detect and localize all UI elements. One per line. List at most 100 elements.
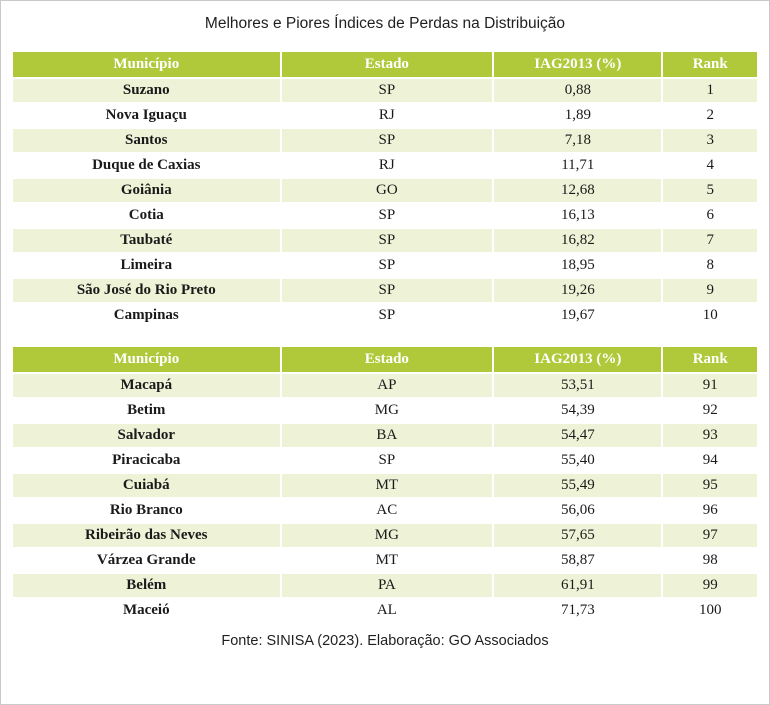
table-row: Cotia SP 16,13 6 — [11, 202, 759, 229]
table-row: Santos SP 7,18 3 — [11, 127, 759, 154]
municipio-cell: Betim — [11, 397, 282, 424]
iag-cell: 58,87 — [492, 547, 664, 574]
municipio-cell: Várzea Grande — [11, 547, 282, 574]
iag-cell: 53,51 — [492, 372, 664, 399]
iag-cell: 61,91 — [492, 572, 664, 599]
best-indices-table: Município Estado IAG2013 (%) Rank Suzano… — [11, 50, 759, 329]
estado-cell: SP — [279, 77, 495, 104]
table-row: Maceió AL 71,73 100 — [11, 597, 759, 624]
iag-cell: 71,73 — [492, 597, 664, 624]
estado-cell: AP — [279, 372, 495, 399]
table-row: São José do Rio Preto SP 19,26 9 — [11, 277, 759, 304]
table-row: Salvador BA 54,47 93 — [11, 422, 759, 449]
municipio-cell: São José do Rio Preto — [11, 277, 282, 304]
municipio-cell: Duque de Caxias — [11, 152, 282, 179]
column-header-iag2013: IAG2013 (%) — [492, 50, 664, 79]
estado-cell: MG — [279, 397, 495, 424]
estado-cell: SP — [279, 127, 495, 154]
iag-cell: 0,88 — [492, 77, 664, 104]
rank-cell: 6 — [661, 202, 759, 229]
table-gap — [11, 329, 759, 345]
rank-cell: 92 — [661, 397, 759, 424]
iag-cell: 55,49 — [492, 472, 664, 499]
rank-cell: 5 — [661, 177, 759, 204]
rank-cell: 95 — [661, 472, 759, 499]
estado-cell: SP — [279, 202, 495, 229]
estado-cell: AL — [279, 597, 495, 624]
estado-cell: SP — [279, 252, 495, 279]
municipio-cell: Macapá — [11, 372, 282, 399]
column-header-municipio: Município — [11, 345, 282, 374]
municipio-cell: Ribeirão das Neves — [11, 522, 282, 549]
iag-cell: 57,65 — [492, 522, 664, 549]
iag-cell: 11,71 — [492, 152, 664, 179]
municipio-cell: Maceió — [11, 597, 282, 624]
municipio-cell: Cuiabá — [11, 472, 282, 499]
column-header-rank: Rank — [661, 345, 759, 374]
estado-cell: AC — [279, 497, 495, 524]
table-row: Betim MG 54,39 92 — [11, 397, 759, 424]
table-row: Suzano SP 0,88 1 — [11, 77, 759, 104]
iag-cell: 16,13 — [492, 202, 664, 229]
iag-cell: 19,67 — [492, 302, 664, 329]
rank-cell: 3 — [661, 127, 759, 154]
column-header-iag2013: IAG2013 (%) — [492, 345, 664, 374]
table-row: Goiânia GO 12,68 5 — [11, 177, 759, 204]
table-row: Cuiabá MT 55,49 95 — [11, 472, 759, 499]
rank-cell: 97 — [661, 522, 759, 549]
rank-cell: 7 — [661, 227, 759, 254]
rank-cell: 100 — [661, 597, 759, 624]
iag-cell: 12,68 — [492, 177, 664, 204]
rank-cell: 9 — [661, 277, 759, 304]
column-header-rank: Rank — [661, 50, 759, 79]
table-row: Piracicaba SP 55,40 94 — [11, 447, 759, 474]
municipio-cell: Belém — [11, 572, 282, 599]
rank-cell: 96 — [661, 497, 759, 524]
municipio-cell: Limeira — [11, 252, 282, 279]
estado-cell: RJ — [279, 152, 495, 179]
rank-cell: 93 — [661, 422, 759, 449]
table-row: Nova Iguaçu RJ 1,89 2 — [11, 102, 759, 129]
table-row: Macapá AP 53,51 91 — [11, 372, 759, 399]
estado-cell: PA — [279, 572, 495, 599]
municipio-cell: Piracicaba — [11, 447, 282, 474]
rank-cell: 8 — [661, 252, 759, 279]
rank-cell: 94 — [661, 447, 759, 474]
table-row: Várzea Grande MT 58,87 98 — [11, 547, 759, 574]
source-note: Fonte: SINISA (2023). Elaboração: GO Ass… — [221, 633, 549, 649]
municipio-cell: Campinas — [11, 302, 282, 329]
rank-cell: 4 — [661, 152, 759, 179]
table-row: Belém PA 61,91 99 — [11, 572, 759, 599]
rank-cell: 1 — [661, 77, 759, 104]
table-row: Ribeirão das Neves MG 57,65 97 — [11, 522, 759, 549]
table-row: Limeira SP 18,95 8 — [11, 252, 759, 279]
municipio-cell: Salvador — [11, 422, 282, 449]
header-row: Município Estado IAG2013 (%) Rank — [11, 50, 759, 79]
iag-cell: 56,06 — [492, 497, 664, 524]
iag-cell: 55,40 — [492, 447, 664, 474]
page-title: Melhores e Piores Índices de Perdas na D… — [204, 15, 566, 32]
estado-cell: RJ — [279, 102, 495, 129]
estado-cell: MG — [279, 522, 495, 549]
estado-cell: MT — [279, 547, 495, 574]
rank-cell: 10 — [661, 302, 759, 329]
estado-cell: SP — [279, 447, 495, 474]
estado-cell: GO — [279, 177, 495, 204]
iag-cell: 1,89 — [492, 102, 664, 129]
iag-cell: 19,26 — [492, 277, 664, 304]
header-row: Município Estado IAG2013 (%) Rank — [11, 345, 759, 374]
column-header-estado: Estado — [279, 345, 495, 374]
iag-cell: 18,95 — [492, 252, 664, 279]
table-row: Duque de Caxias RJ 11,71 4 — [11, 152, 759, 179]
municipio-cell: Santos — [11, 127, 282, 154]
rank-cell: 98 — [661, 547, 759, 574]
municipio-cell: Taubaté — [11, 227, 282, 254]
municipio-cell: Suzano — [11, 77, 282, 104]
estado-cell: SP — [279, 227, 495, 254]
table-row: Taubaté SP 16,82 7 — [11, 227, 759, 254]
table-row: Rio Branco AC 56,06 96 — [11, 497, 759, 524]
municipio-cell: Rio Branco — [11, 497, 282, 524]
column-header-estado: Estado — [279, 50, 495, 79]
rank-cell: 99 — [661, 572, 759, 599]
